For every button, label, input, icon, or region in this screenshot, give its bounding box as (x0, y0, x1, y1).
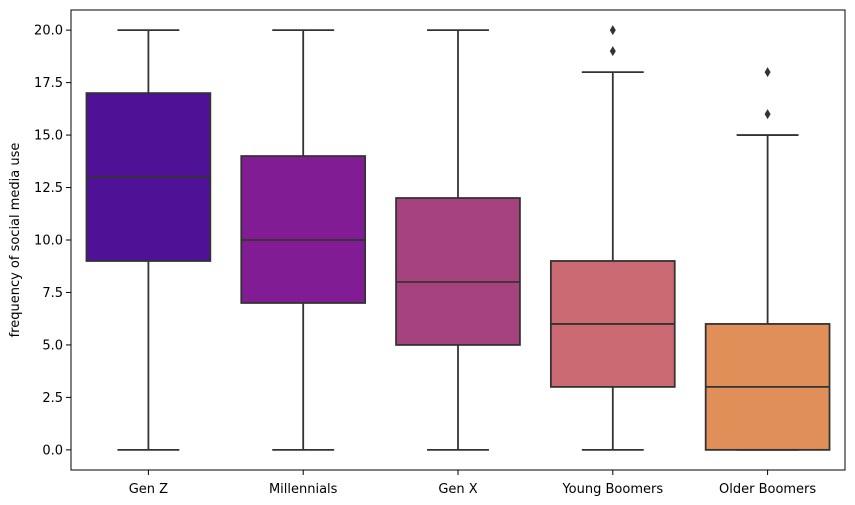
x-tick-label-gen-x: Gen X (438, 482, 477, 497)
y-tick-label: 12.5 (34, 181, 63, 196)
x-tick-label-older-boomers: Older Boomers (719, 482, 816, 497)
y-tick-label: 2.5 (42, 391, 63, 406)
x-tick-label-young-boomers: Young Boomers (561, 482, 663, 497)
axes-frame (70, 9, 846, 471)
x-tick-label-gen-z: Gen Z (129, 482, 168, 497)
outlier-older-boomers (764, 67, 771, 78)
y-tick-label: 0.0 (42, 443, 63, 458)
y-tick-label: 17.5 (34, 76, 63, 91)
y-tick-label: 15.0 (34, 129, 63, 144)
outlier-older-boomers (764, 109, 771, 120)
box-gen-x (395, 197, 521, 346)
plot-area: 0.0 2.5 5.0 7.5 10.0 12.5 15.0 17.5 20.0 Gen Z Mil… (34, 9, 846, 497)
y-tick-label: 10.0 (34, 234, 63, 249)
outlier-young-boomers (609, 25, 616, 36)
box-millennials (240, 155, 367, 304)
y-axis-title: frequency of social media use (8, 143, 23, 338)
y-tick-label: 20.0 (34, 24, 63, 39)
y-tick-label: 7.5 (42, 286, 63, 301)
x-tick-label-millennials: Millennials (269, 482, 338, 497)
outlier-young-boomers (609, 46, 616, 57)
y-tick-label: 5.0 (42, 338, 63, 353)
